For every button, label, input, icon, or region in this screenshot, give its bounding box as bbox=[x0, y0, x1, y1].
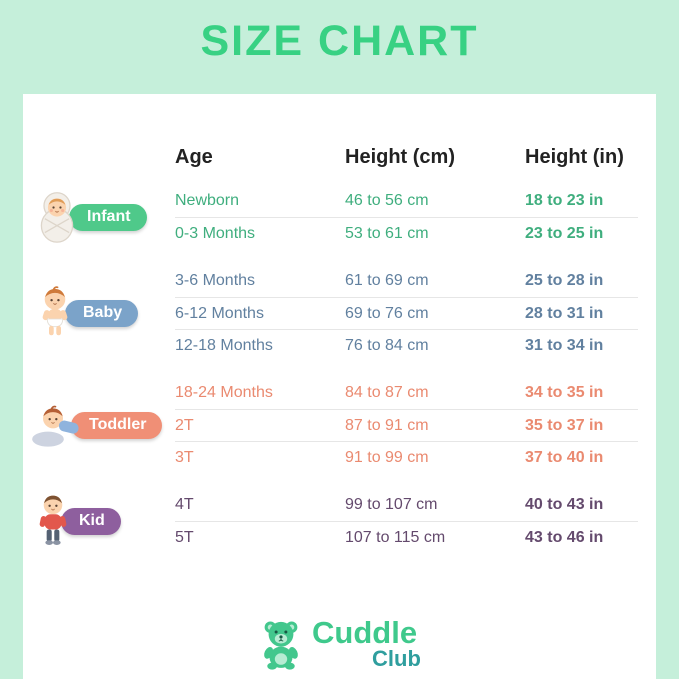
group-badge-kid: Kid bbox=[29, 493, 175, 549]
age-cell: 5T bbox=[175, 528, 194, 546]
table-header-row: Age Height (cm) Height (in) bbox=[29, 146, 638, 169]
group-rows: 18-24 Months 84 to 87 cm 34 to 35 in 2T … bbox=[175, 377, 638, 473]
height-cm-cell: 69 to 76 cm bbox=[345, 304, 429, 322]
table-row: 18-24 Months 84 to 87 cm 34 to 35 in bbox=[175, 377, 638, 409]
height-in-cell: 31 to 34 in bbox=[525, 336, 604, 354]
header-age: Age bbox=[175, 146, 213, 168]
table-row: 2T 87 to 91 cm 35 to 37 in bbox=[175, 409, 638, 441]
height-cm-cell: 84 to 87 cm bbox=[345, 384, 429, 401]
brand-word-club: Club bbox=[372, 646, 421, 671]
height-cm-cell: 61 to 69 cm bbox=[345, 272, 429, 289]
group-baby: Baby 3-6 Months 61 to 69 cm 25 to 28 in … bbox=[29, 265, 638, 361]
height-cm-cell: 76 to 84 cm bbox=[345, 336, 429, 354]
header-height-in: Height (in) bbox=[525, 146, 624, 168]
age-cell: 4T bbox=[175, 496, 194, 513]
age-cell: 3-6 Months bbox=[175, 272, 256, 289]
size-chart-table: Age Height (cm) Height (in) bbox=[23, 94, 656, 553]
table-row: 3-6 Months 61 to 69 cm 25 to 28 in bbox=[175, 265, 638, 297]
table-row: 12-18 Months 76 to 84 cm 31 to 34 in bbox=[175, 329, 638, 361]
group-rows: Newborn 46 to 56 cm 18 to 23 in 0-3 Mont… bbox=[175, 185, 638, 249]
baby-illustration bbox=[31, 285, 79, 341]
group-rows: 4T 99 to 107 cm 40 to 43 in 5T 107 to 11… bbox=[175, 489, 638, 553]
height-in-cell: 40 to 43 in bbox=[525, 496, 604, 513]
group-rows: 3-6 Months 61 to 69 cm 25 to 28 in 6-12 … bbox=[175, 265, 638, 361]
group-badge-toddler: Toddler bbox=[29, 400, 175, 450]
kid-illustration bbox=[31, 493, 75, 549]
age-cell: 12-18 Months bbox=[175, 336, 273, 354]
height-cm-cell: 99 to 107 cm bbox=[345, 496, 438, 513]
group-label-toddler: Toddler bbox=[71, 411, 163, 439]
header-height-cm: Height (cm) bbox=[345, 146, 455, 168]
swaddled-baby-illustration bbox=[31, 189, 83, 245]
age-cell: 2T bbox=[175, 416, 194, 434]
table-row: 0-3 Months 53 to 61 cm 23 to 25 in bbox=[175, 217, 638, 249]
group-kid: Kid 4T 99 to 107 cm 40 to 43 in 5T 107 t… bbox=[29, 489, 638, 553]
height-cm-cell: 53 to 61 cm bbox=[345, 224, 429, 242]
group-badge-infant: Infant bbox=[29, 189, 175, 245]
height-in-cell: 35 to 37 in bbox=[525, 416, 604, 434]
toddler-illustration bbox=[31, 400, 85, 450]
height-in-cell: 37 to 40 in bbox=[525, 448, 604, 466]
age-cell: 18-24 Months bbox=[175, 384, 273, 401]
height-cm-cell: 91 to 99 cm bbox=[345, 448, 429, 466]
height-cm-cell: 87 to 91 cm bbox=[345, 416, 429, 434]
page-title: SIZE CHART bbox=[200, 17, 479, 65]
height-cm-cell: 107 to 115 cm bbox=[345, 528, 446, 546]
height-in-cell: 23 to 25 in bbox=[525, 224, 604, 242]
group-toddler: Toddler 18-24 Months 84 to 87 cm 34 to 3… bbox=[29, 377, 638, 473]
size-chart-card: Age Height (cm) Height (in) bbox=[23, 94, 656, 679]
table-row: Newborn 46 to 56 cm 18 to 23 in bbox=[175, 185, 638, 217]
group-label-kid: Kid bbox=[61, 507, 121, 535]
age-cell: 6-12 Months bbox=[175, 304, 264, 322]
height-in-cell: 34 to 35 in bbox=[525, 384, 604, 401]
table-row: 4T 99 to 107 cm 40 to 43 in bbox=[175, 489, 638, 521]
age-cell: 3T bbox=[175, 448, 194, 466]
group-label-infant: Infant bbox=[69, 203, 147, 231]
group-badge-baby: Baby bbox=[29, 285, 175, 341]
height-in-cell: 25 to 28 in bbox=[525, 272, 604, 289]
teddy-bear-icon bbox=[258, 617, 304, 671]
table-row: 3T 91 to 99 cm 37 to 40 in bbox=[175, 441, 638, 473]
height-in-cell: 43 to 46 in bbox=[525, 528, 604, 546]
age-cell: 0-3 Months bbox=[175, 224, 256, 242]
table-row: 5T 107 to 115 cm 43 to 46 in bbox=[175, 521, 638, 553]
brand-text: Cuddle Club bbox=[312, 617, 421, 671]
table-row: 6-12 Months 69 to 76 cm 28 to 31 in bbox=[175, 297, 638, 329]
height-in-cell: 28 to 31 in bbox=[525, 304, 604, 322]
age-cell: Newborn bbox=[175, 192, 240, 209]
brand-logo: Cuddle Club bbox=[23, 617, 656, 671]
group-infant: Infant Newborn 46 to 56 cm 18 to 23 in 0… bbox=[29, 185, 638, 249]
height-cm-cell: 46 to 56 cm bbox=[345, 192, 429, 209]
brand-word-cuddle: Cuddle bbox=[312, 615, 418, 650]
group-label-baby: Baby bbox=[65, 299, 139, 327]
height-in-cell: 18 to 23 in bbox=[525, 192, 604, 209]
